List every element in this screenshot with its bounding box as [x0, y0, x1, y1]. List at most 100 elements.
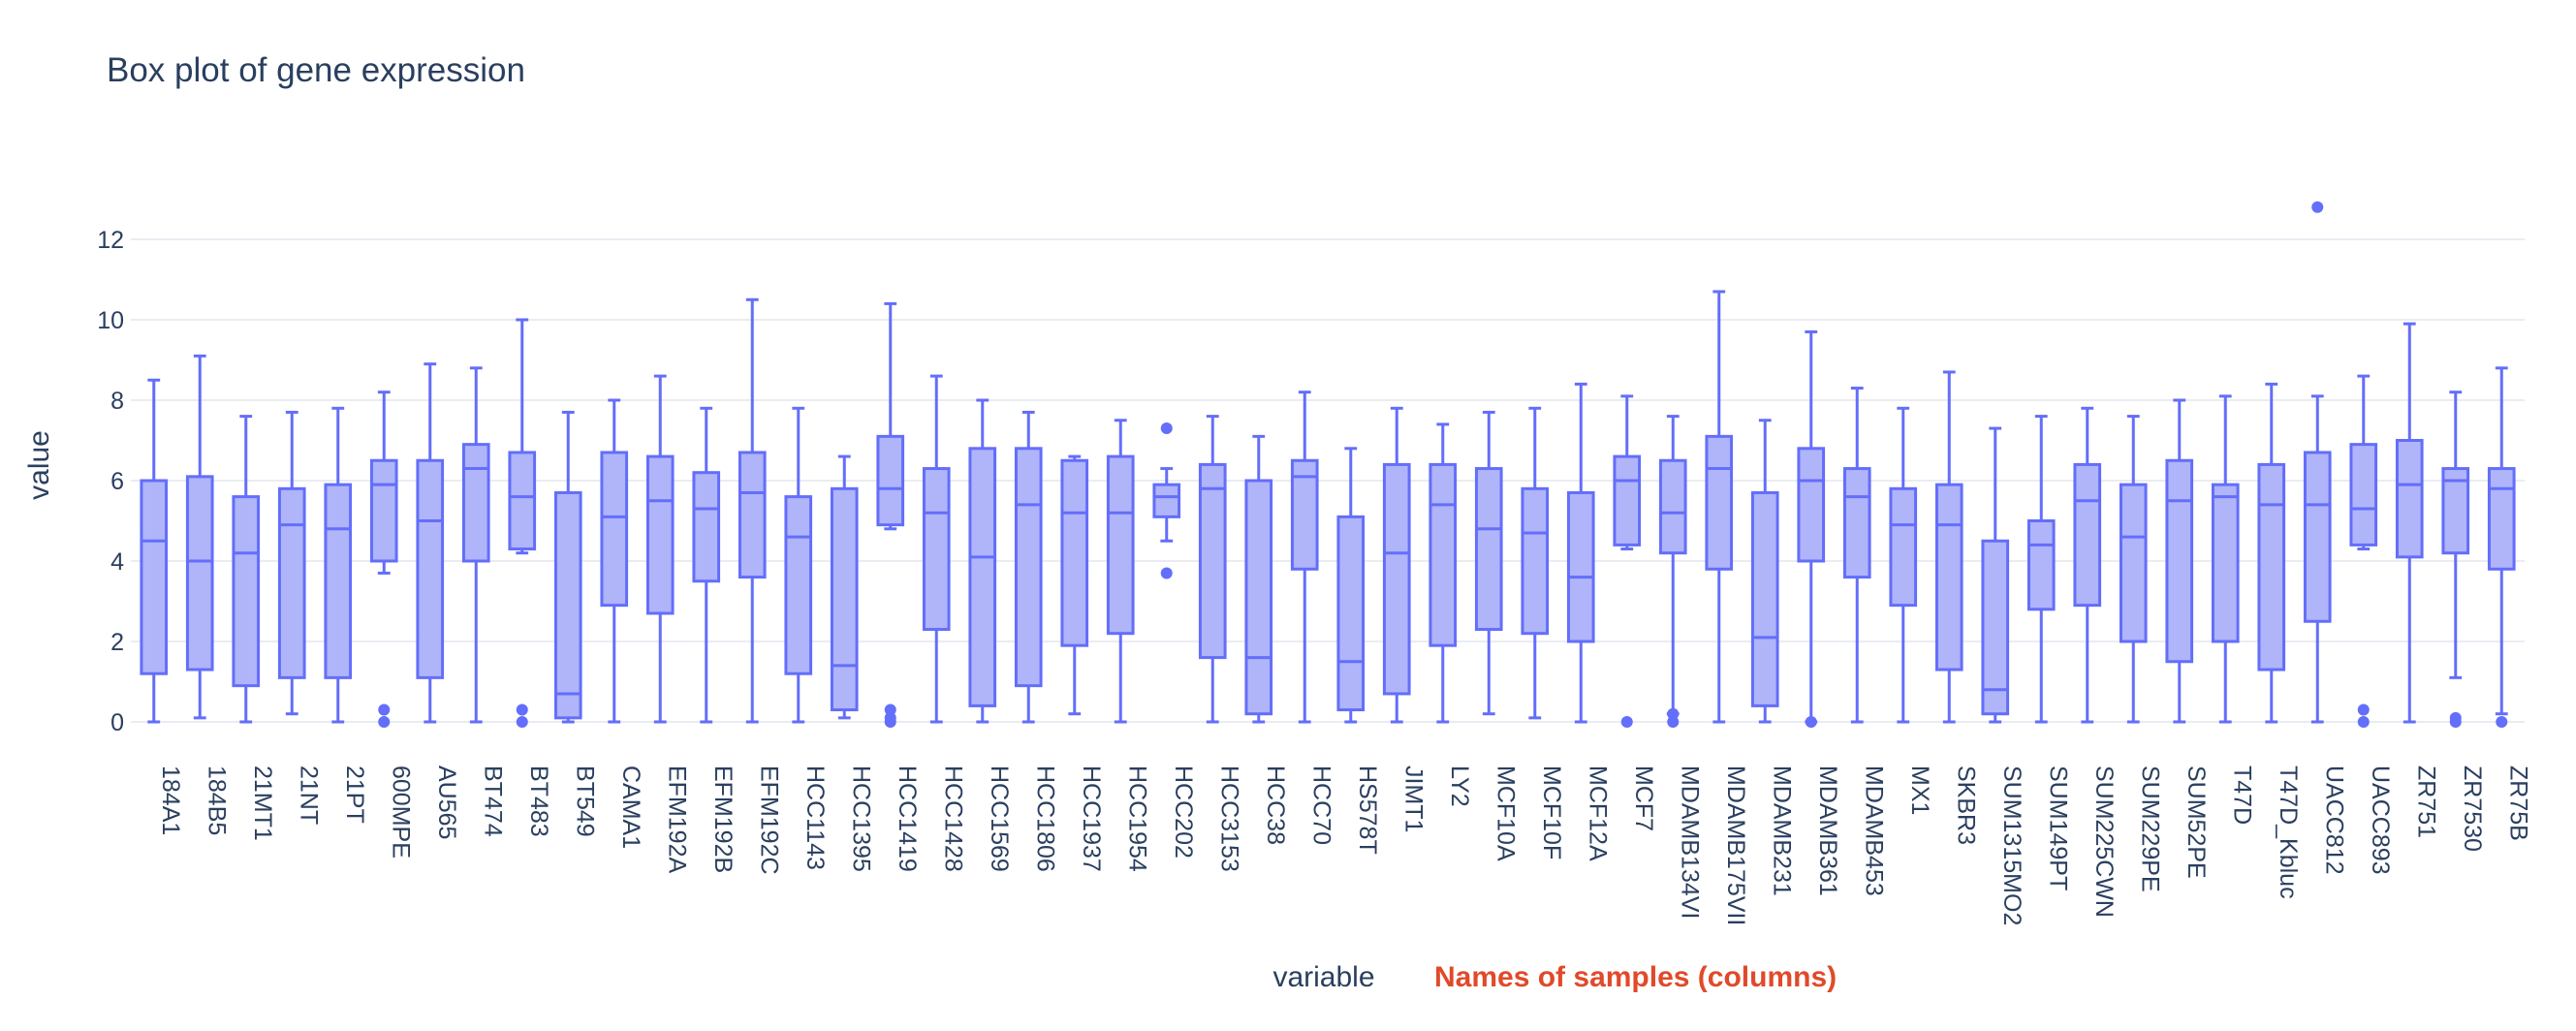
outlier-point: [1160, 422, 1173, 435]
box-MDAMB453: [1842, 387, 1871, 724]
x-tick-label: SUM1315MO2: [1998, 765, 2026, 925]
box-21MT1: [232, 415, 261, 724]
outlier-point: [2311, 201, 2324, 213]
outlier-point: [378, 716, 391, 728]
x-tick-label: T47D_Kbluc: [2275, 765, 2302, 899]
box-body: [369, 458, 398, 563]
box-body: [2395, 439, 2424, 559]
box-body: [2487, 467, 2516, 571]
box-HCC1419: [876, 301, 905, 728]
box-body: [600, 451, 629, 608]
x-tick-label: LY2: [1446, 765, 1473, 807]
box-body: [1521, 486, 1550, 636]
box-JIMT1: [1382, 406, 1411, 724]
x-tick-label: MCF12A: [1584, 765, 1611, 861]
x-tick-label: EFM192A: [663, 765, 690, 873]
box-body: [277, 486, 306, 679]
box-HCC1806: [1014, 410, 1043, 724]
box-SUM52PE: [2165, 398, 2194, 724]
box-body: [2211, 483, 2240, 643]
x-tick-label: ZR75B: [2504, 765, 2531, 841]
x-tick-label: 21NT: [295, 765, 322, 825]
x-tick-label: 21PT: [341, 765, 368, 824]
box-21NT: [277, 410, 306, 716]
box-EFM192A: [645, 374, 675, 724]
y-axis-ticks: 0 2 4 6 8 10 12: [97, 227, 124, 736]
box-ZR75B: [2487, 366, 2516, 728]
box-body: [2119, 483, 2148, 643]
x-tick-label: HCC1954: [1123, 765, 1150, 872]
box-MCF10A: [1474, 410, 1503, 716]
box-ZR7530: [2441, 391, 2470, 728]
y-tick-label: 6: [110, 468, 124, 495]
box-SKBR3: [1934, 370, 1963, 724]
x-tick-label: MDAMB175VII: [1722, 765, 1749, 925]
box-body: [1336, 515, 1366, 712]
x-tick-label: ZR751: [2412, 765, 2439, 838]
box-body: [692, 471, 721, 583]
box-body: [2026, 519, 2056, 611]
x-tick-label: UACC893: [2367, 765, 2394, 875]
box-body: [1658, 458, 1687, 555]
box-184A1: [140, 378, 169, 724]
box-T47D: [2211, 394, 2240, 724]
box-body: [2257, 462, 2286, 672]
outlier-point: [1667, 707, 1680, 720]
box-body: [1060, 458, 1089, 647]
box-body: [324, 483, 353, 679]
outlier-point: [1805, 716, 1817, 728]
box-body: [2441, 467, 2470, 555]
x-tick-label: BT549: [571, 765, 598, 837]
x-tick-label: 600MPE: [387, 765, 414, 859]
outlier-point: [1667, 716, 1680, 728]
y-axis-title: value: [23, 430, 55, 500]
box-184B5: [185, 354, 214, 720]
x-tick-label: JIMT1: [1399, 765, 1427, 832]
x-tick-label: UACC812: [2320, 765, 2347, 875]
box-body: [922, 467, 951, 632]
x-axis-title: variable: [1272, 961, 1374, 993]
outlier-point: [2449, 716, 2462, 728]
box-MCF12A: [1566, 382, 1595, 724]
box-body: [830, 486, 859, 712]
box-AU565: [416, 362, 445, 724]
x-tick-label: SUM52PE: [2183, 765, 2210, 879]
outlier-point: [1620, 716, 1633, 728]
y-tick-label: 4: [110, 548, 124, 576]
x-tick-label: SKBR3: [1952, 765, 1979, 845]
x-tick-label: EFM192C: [755, 765, 782, 875]
x-tick-label: HCC1395: [847, 765, 874, 872]
box-body: [2165, 458, 2194, 664]
box-CAMA1: [600, 398, 629, 724]
box-MDAMB361: [1797, 329, 1826, 728]
box-600MPE: [369, 391, 398, 728]
x-tick-label: 184A1: [157, 765, 184, 835]
box-HCC202: [1152, 422, 1181, 579]
x-tick-label: HCC202: [1170, 765, 1197, 859]
x-tick-label: MCF7: [1630, 765, 1657, 831]
box-body: [968, 447, 997, 707]
box-SUM149PT: [2026, 415, 2056, 724]
outlier-point: [884, 703, 896, 716]
box-HCC1569: [968, 398, 997, 724]
box-body: [645, 454, 675, 615]
x-tick-label: HCC1569: [986, 765, 1013, 872]
box-body: [738, 451, 767, 579]
x-tick-label: 184B5: [203, 765, 230, 835]
box-T47D_Kbluc: [2257, 382, 2286, 724]
box-body: [416, 458, 445, 679]
x-tick-label: ZR7530: [2459, 765, 2486, 852]
box-body: [784, 495, 813, 675]
box-body: [185, 475, 214, 672]
box-BT474: [461, 366, 490, 724]
x-tick-label: HCC1419: [894, 765, 921, 872]
box-UACC812: [2303, 201, 2332, 724]
box-HCC1428: [922, 374, 951, 724]
chart-title: Box plot of gene expression: [107, 51, 525, 89]
x-tick-label: MCF10F: [1538, 765, 1565, 859]
x-tick-label: HS578T: [1354, 765, 1381, 855]
y-tick-label: 8: [110, 388, 124, 415]
x-tick-label: MCF10A: [1492, 765, 1519, 861]
box-body: [508, 451, 537, 551]
box-HCC1143: [784, 406, 813, 724]
